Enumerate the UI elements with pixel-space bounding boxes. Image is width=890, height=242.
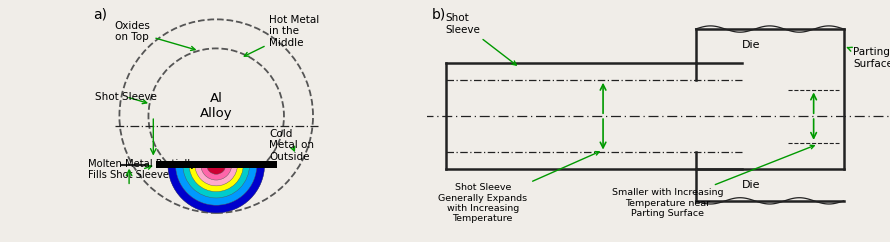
Text: Shot Sleeve: Shot Sleeve xyxy=(95,92,158,104)
Text: Molten Metal Partially
Fills Shot Sleeve: Molten Metal Partially Fills Shot Sleeve xyxy=(88,159,196,180)
Wedge shape xyxy=(201,165,231,180)
Wedge shape xyxy=(206,165,226,174)
Text: Shot Sleeve
Generally Expands
with Increasing
Temperature: Shot Sleeve Generally Expands with Incre… xyxy=(438,151,599,223)
Wedge shape xyxy=(182,165,249,198)
Wedge shape xyxy=(206,165,226,174)
Text: Die: Die xyxy=(742,180,760,190)
Text: Oxides
on Top: Oxides on Top xyxy=(115,21,195,50)
Wedge shape xyxy=(201,165,231,180)
Text: b): b) xyxy=(432,7,446,21)
Text: Die: Die xyxy=(742,40,760,50)
Wedge shape xyxy=(189,165,243,192)
Wedge shape xyxy=(175,165,257,205)
Wedge shape xyxy=(195,165,238,186)
Wedge shape xyxy=(189,165,243,192)
Text: Shot
Sleeve: Shot Sleeve xyxy=(446,13,516,65)
Wedge shape xyxy=(168,165,264,213)
Wedge shape xyxy=(175,165,257,205)
Wedge shape xyxy=(195,165,238,186)
Wedge shape xyxy=(182,165,249,198)
Text: a): a) xyxy=(93,7,107,21)
Text: Hot Metal
in the
Middle: Hot Metal in the Middle xyxy=(244,15,320,56)
Text: Parting
Surface: Parting Surface xyxy=(847,47,890,69)
Text: Al
Alloy: Al Alloy xyxy=(200,92,232,121)
Text: Cold
Metal on
Outside: Cold Metal on Outside xyxy=(270,129,314,162)
Wedge shape xyxy=(168,165,264,213)
Bar xyxy=(156,161,277,168)
Text: Smaller with Increasing
Temperature near
Parting Surface: Smaller with Increasing Temperature near… xyxy=(612,145,814,218)
